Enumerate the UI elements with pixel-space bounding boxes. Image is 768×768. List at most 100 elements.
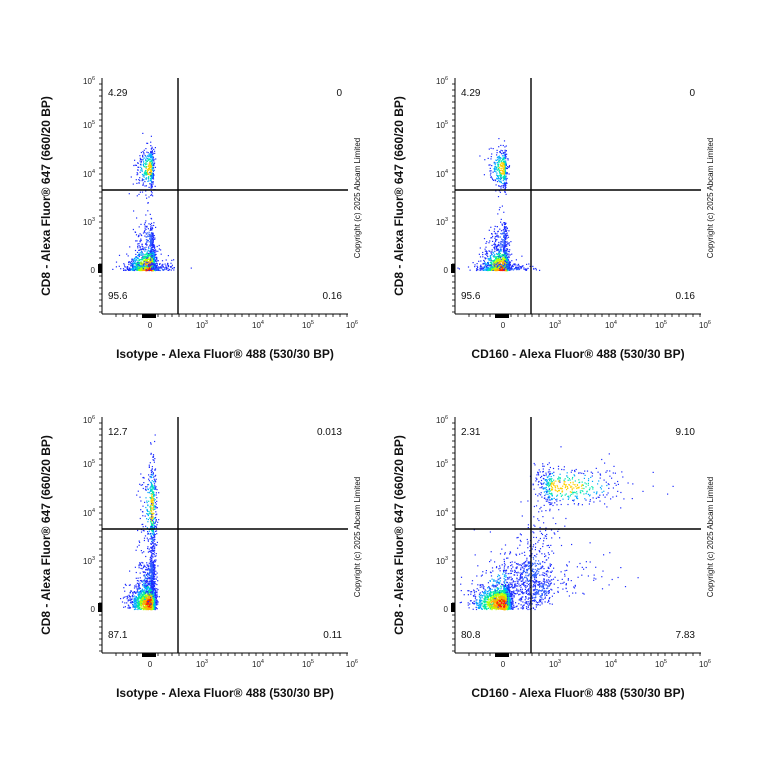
event-dot xyxy=(491,260,493,262)
event-dot xyxy=(156,258,158,260)
event-dot xyxy=(505,162,507,165)
event-dot xyxy=(506,182,508,184)
event-dot xyxy=(147,255,149,257)
event-dot xyxy=(146,239,148,241)
event-dot xyxy=(140,269,142,272)
event-dot xyxy=(142,156,144,158)
event-dot xyxy=(505,263,507,265)
event-dot xyxy=(150,135,152,137)
event-dot xyxy=(504,222,506,224)
event-dot xyxy=(152,236,154,238)
event-dot xyxy=(165,267,168,270)
event-dot xyxy=(150,153,152,155)
event-dot xyxy=(504,236,506,239)
event-dot xyxy=(138,257,140,259)
event-dot xyxy=(495,268,497,271)
event-dot xyxy=(141,180,143,182)
event-dot xyxy=(505,232,507,235)
event-dot xyxy=(154,250,156,252)
event-dot xyxy=(503,269,505,271)
event-dot xyxy=(152,182,154,184)
event-dot xyxy=(503,244,505,246)
event-dot xyxy=(158,244,160,247)
event-dot xyxy=(144,263,147,265)
event-dot xyxy=(145,173,147,175)
event-dot xyxy=(147,581,149,583)
event-dot xyxy=(163,269,165,271)
event-dot xyxy=(496,255,499,257)
event-dot xyxy=(157,603,159,605)
event-dot xyxy=(492,267,494,269)
event-dot xyxy=(498,236,500,238)
event-dot xyxy=(151,156,153,158)
event-dot xyxy=(152,175,154,177)
event-dot xyxy=(154,249,157,251)
event-dot xyxy=(491,249,493,251)
event-dot xyxy=(132,183,134,185)
event-dot xyxy=(502,263,505,266)
event-dot xyxy=(141,159,143,161)
event-dot xyxy=(134,259,136,261)
x-tick-label: 105 xyxy=(302,320,314,330)
event-dot xyxy=(123,263,125,265)
event-dot xyxy=(489,258,491,260)
event-dot xyxy=(508,230,510,232)
event-dot xyxy=(147,235,149,237)
event-dot xyxy=(503,259,505,262)
event-dot xyxy=(146,232,148,234)
event-dot xyxy=(502,183,504,185)
event-dot xyxy=(133,259,135,261)
event-dot xyxy=(157,267,159,269)
event-dot xyxy=(170,269,172,271)
event-dot xyxy=(150,194,152,196)
event-dot xyxy=(151,167,154,169)
event-dot xyxy=(190,267,192,269)
event-dot xyxy=(137,162,139,164)
event-dot xyxy=(494,237,496,239)
event-dot xyxy=(131,263,133,265)
event-dot xyxy=(170,266,172,268)
event-dot xyxy=(488,259,490,261)
event-dot xyxy=(140,259,142,261)
event-dot xyxy=(149,233,151,236)
event-dot xyxy=(150,229,152,231)
event-dot xyxy=(153,158,155,161)
event-dot xyxy=(149,238,151,240)
event-dot xyxy=(498,179,500,181)
event-dot xyxy=(145,159,147,161)
event-dot xyxy=(126,267,128,270)
event-dot xyxy=(138,193,140,195)
event-dot xyxy=(167,268,169,270)
event-dot xyxy=(488,250,490,252)
event-dot xyxy=(148,178,150,180)
event-dot xyxy=(156,595,158,597)
event-dot xyxy=(135,596,137,598)
event-dot xyxy=(136,257,138,259)
event-dot xyxy=(115,261,118,263)
event-dot xyxy=(499,228,501,230)
event-dot xyxy=(498,261,500,263)
event-dot xyxy=(505,234,507,237)
event-dot xyxy=(150,228,152,230)
event-dot xyxy=(147,172,149,174)
event-dot xyxy=(496,159,498,161)
quadrant-upper-left-value: 4.29 xyxy=(461,88,481,99)
event-dot xyxy=(491,237,493,239)
event-dot xyxy=(499,181,501,183)
event-dot xyxy=(496,226,498,228)
event-dot xyxy=(492,268,494,270)
event-dot xyxy=(151,241,153,243)
event-dot xyxy=(497,196,500,198)
event-dot xyxy=(138,269,140,271)
event-dot xyxy=(505,238,507,240)
event-dot xyxy=(138,166,140,168)
event-dot xyxy=(135,596,137,598)
event-dot xyxy=(151,239,153,241)
event-dot xyxy=(150,157,152,159)
event-dot xyxy=(154,166,156,168)
event-dot xyxy=(152,260,154,262)
event-dot xyxy=(149,159,151,161)
event-dot xyxy=(142,609,144,611)
event-dot xyxy=(487,267,489,269)
event-dot xyxy=(497,265,499,267)
